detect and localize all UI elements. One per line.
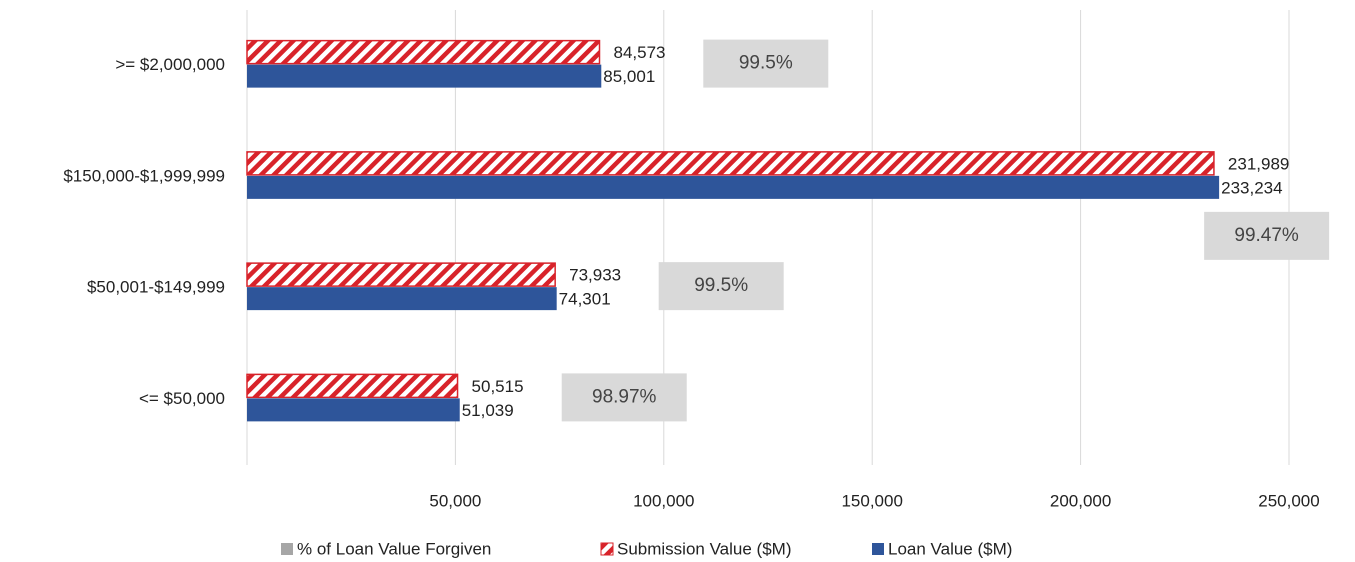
bar xyxy=(247,287,557,311)
data-label: 51,039 xyxy=(462,401,514,420)
bar xyxy=(247,398,460,422)
data-label: 84,573 xyxy=(614,43,666,62)
pct-label: 98.97% xyxy=(592,386,657,407)
x-tick-label: 150,000 xyxy=(841,491,902,510)
data-label: 73,933 xyxy=(569,266,621,285)
pct-label-box xyxy=(703,39,829,88)
x-tick-label: 100,000 xyxy=(633,491,694,510)
pct-label-box xyxy=(561,373,687,422)
y-tick-label: <= $50,000 xyxy=(139,389,225,408)
legend-swatch xyxy=(872,543,884,555)
legend-label: % of Loan Value Forgiven xyxy=(297,539,491,558)
pct-label: 99.47% xyxy=(1234,225,1299,246)
y-tick-label: $50,001-$149,999 xyxy=(87,278,225,297)
data-label: 74,301 xyxy=(559,290,611,309)
bar xyxy=(247,175,1220,199)
bar xyxy=(246,39,601,65)
y-tick-label: $150,000-$1,999,999 xyxy=(63,166,225,185)
data-label: 50,515 xyxy=(472,377,524,396)
bar xyxy=(246,262,556,287)
pct-label: 99.5% xyxy=(694,275,748,296)
bar xyxy=(247,64,602,88)
x-tick-label: 250,000 xyxy=(1258,491,1319,510)
x-tick-label: 50,000 xyxy=(429,491,481,510)
legend-swatch xyxy=(281,543,293,555)
data-label: 231,989 xyxy=(1228,154,1289,173)
legend-swatch xyxy=(600,542,614,556)
legend-label: Loan Value ($M) xyxy=(888,539,1012,558)
pct-label-box xyxy=(658,262,784,311)
y-tick-label: >= $2,000,000 xyxy=(115,55,225,74)
pct-label-box xyxy=(1204,211,1330,260)
bar xyxy=(246,373,459,399)
data-label: 233,234 xyxy=(1221,178,1282,197)
legend-label: Submission Value ($M) xyxy=(617,539,791,558)
bar xyxy=(246,151,1215,176)
data-label: 85,001 xyxy=(603,67,655,86)
pct-label: 99.5% xyxy=(739,53,793,74)
x-tick-label: 200,000 xyxy=(1050,491,1111,510)
